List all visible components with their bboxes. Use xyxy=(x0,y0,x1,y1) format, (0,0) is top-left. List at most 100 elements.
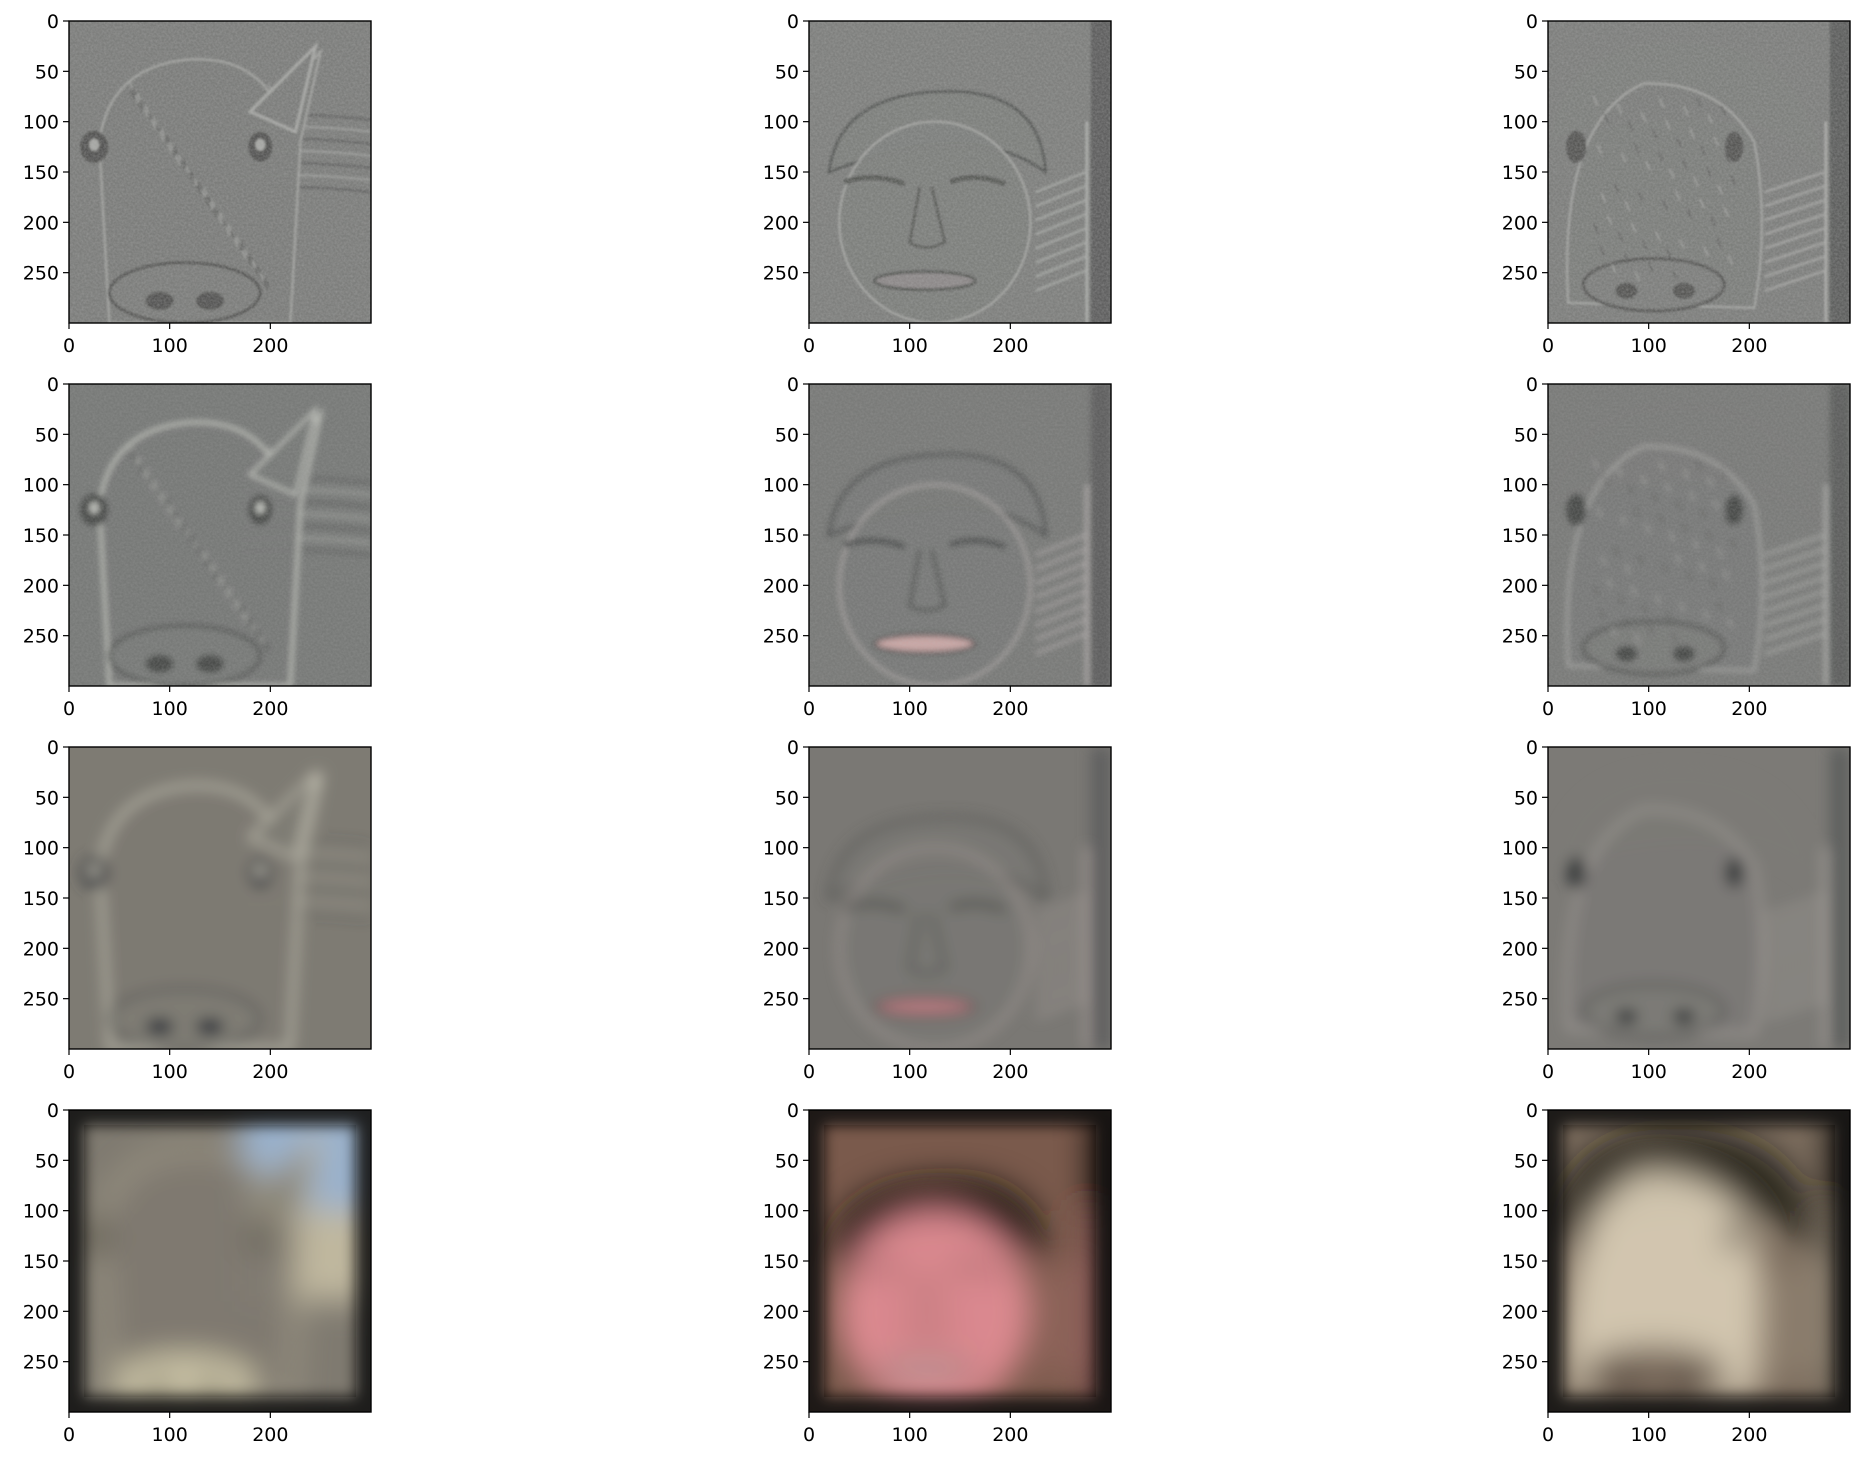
x-tick-label: 200 xyxy=(252,1424,288,1446)
axes-r0-c1: 0 100 200 0 50 100 150 200 250 xyxy=(763,11,1112,357)
image-panel-goat-high-frequency xyxy=(69,21,371,323)
axes-r2-c0: 0 100 200 0 50 100 150 200 250 xyxy=(23,737,372,1083)
y-tick-label: 50 xyxy=(35,1150,59,1172)
y-tick-label: 250 xyxy=(763,1352,799,1374)
x-tick-label: 100 xyxy=(152,698,188,720)
x-tick-label: 0 xyxy=(1542,335,1554,357)
x-tick-label: 100 xyxy=(152,1061,188,1083)
y-tick-label: 0 xyxy=(787,374,799,396)
y-tick-label: 100 xyxy=(23,475,59,497)
axes-r1-c1: 0 100 200 0 50 100 150 200 250 xyxy=(763,374,1112,720)
y-tick-label: 100 xyxy=(23,112,59,134)
y-tick-label: 0 xyxy=(1526,737,1538,759)
axes-r1-c0: 0 100 200 0 50 100 150 200 250 xyxy=(23,374,372,720)
y-tick-label: 0 xyxy=(47,11,59,33)
x-tick-label: 200 xyxy=(992,1061,1028,1083)
y-tick-label: 100 xyxy=(763,475,799,497)
y-tick-label: 150 xyxy=(23,888,59,910)
y-tick-label: 50 xyxy=(1514,61,1538,83)
x-tick-label: 0 xyxy=(1542,1061,1554,1083)
y-tick-label: 100 xyxy=(1502,838,1538,860)
y-tick-label: 150 xyxy=(763,1251,799,1273)
y-tick-label: 50 xyxy=(1514,424,1538,446)
y-tick-label: 200 xyxy=(23,938,59,960)
y-tick-label: 150 xyxy=(763,888,799,910)
y-tick-label: 0 xyxy=(787,737,799,759)
image-panel-hybrid-mid-high xyxy=(1548,384,1850,686)
image-panel-face-mid-low xyxy=(809,747,1111,1049)
x-tick-label: 200 xyxy=(1731,698,1767,720)
y-tick-label: 150 xyxy=(1502,1251,1538,1273)
y-tick-label: 250 xyxy=(23,989,59,1011)
axes-r2-c1: 0 100 200 0 50 100 150 200 250 xyxy=(763,737,1112,1083)
y-tick-label: 250 xyxy=(763,626,799,648)
y-tick-label: 0 xyxy=(47,737,59,759)
y-tick-label: 200 xyxy=(763,575,799,597)
x-tick-label: 100 xyxy=(1631,698,1667,720)
x-tick-label: 0 xyxy=(1542,1424,1554,1446)
y-tick-label: 200 xyxy=(1502,575,1538,597)
y-tick-label: 150 xyxy=(763,162,799,184)
x-tick-label: 0 xyxy=(803,698,815,720)
y-tick-label: 250 xyxy=(1502,989,1538,1011)
y-tick-label: 100 xyxy=(763,838,799,860)
image-panel-goat-low-frequency xyxy=(69,1110,371,1412)
y-tick-label: 200 xyxy=(1502,938,1538,960)
y-tick-label: 50 xyxy=(1514,1150,1538,1172)
y-tick-label: 50 xyxy=(35,787,59,809)
image-panel-face-high-frequency xyxy=(809,21,1111,323)
x-tick-label: 100 xyxy=(892,698,928,720)
y-tick-label: 50 xyxy=(775,61,799,83)
axes-r3-c2: 0 100 200 0 50 100 150 200 250 xyxy=(1502,1100,1851,1446)
x-tick-label: 100 xyxy=(1631,335,1667,357)
axes-r0-c2: 0 100 200 0 50 100 150 200 250 xyxy=(1502,11,1851,357)
x-tick-label: 100 xyxy=(892,1424,928,1446)
y-tick-label: 200 xyxy=(763,212,799,234)
x-tick-label: 0 xyxy=(803,1061,815,1083)
y-tick-label: 100 xyxy=(763,112,799,134)
y-tick-label: 200 xyxy=(23,575,59,597)
x-tick-label: 100 xyxy=(892,335,928,357)
y-tick-label: 0 xyxy=(1526,374,1538,396)
y-tick-label: 100 xyxy=(1502,475,1538,497)
y-tick-label: 50 xyxy=(775,424,799,446)
y-tick-label: 100 xyxy=(1502,112,1538,134)
x-tick-label: 0 xyxy=(803,1424,815,1446)
y-tick-label: 50 xyxy=(35,424,59,446)
axes-r1-c2: 0 100 200 0 50 100 150 200 250 xyxy=(1502,374,1851,720)
y-tick-label: 200 xyxy=(1502,212,1538,234)
axes-r3-c0: 0 100 200 0 50 100 150 200 250 xyxy=(23,1100,372,1446)
axes-r0-c0: 0 100 200 0 50 100 150 200 250 xyxy=(23,11,372,357)
y-tick-label: 100 xyxy=(763,1201,799,1223)
y-tick-label: 200 xyxy=(23,212,59,234)
y-tick-label: 150 xyxy=(23,1251,59,1273)
x-tick-label: 200 xyxy=(1731,335,1767,357)
y-tick-label: 250 xyxy=(1502,1352,1538,1374)
image-panel-goat-mid-low xyxy=(69,747,371,1049)
y-tick-label: 150 xyxy=(23,525,59,547)
image-panel-face-low-frequency xyxy=(809,1110,1111,1412)
x-tick-label: 200 xyxy=(252,1061,288,1083)
image-panel-hybrid-mid-low xyxy=(1548,747,1850,1049)
y-tick-label: 250 xyxy=(1502,263,1538,285)
y-tick-label: 150 xyxy=(23,162,59,184)
y-tick-label: 0 xyxy=(47,374,59,396)
x-tick-label: 200 xyxy=(1731,1424,1767,1446)
x-tick-label: 0 xyxy=(63,1061,75,1083)
y-tick-label: 0 xyxy=(787,1100,799,1122)
x-tick-label: 0 xyxy=(63,698,75,720)
y-tick-label: 250 xyxy=(23,1352,59,1374)
x-tick-label: 100 xyxy=(152,1424,188,1446)
y-tick-label: 0 xyxy=(1526,11,1538,33)
y-tick-label: 100 xyxy=(23,838,59,860)
y-tick-label: 250 xyxy=(1502,626,1538,648)
y-tick-label: 50 xyxy=(35,61,59,83)
y-tick-label: 250 xyxy=(763,989,799,1011)
image-panel-hybrid-low-frequency xyxy=(1548,1110,1850,1412)
image-panel-hybrid-high-frequency xyxy=(1548,21,1850,323)
x-tick-label: 100 xyxy=(892,1061,928,1083)
x-tick-label: 200 xyxy=(1731,1061,1767,1083)
x-tick-label: 100 xyxy=(152,335,188,357)
y-tick-label: 250 xyxy=(23,626,59,648)
